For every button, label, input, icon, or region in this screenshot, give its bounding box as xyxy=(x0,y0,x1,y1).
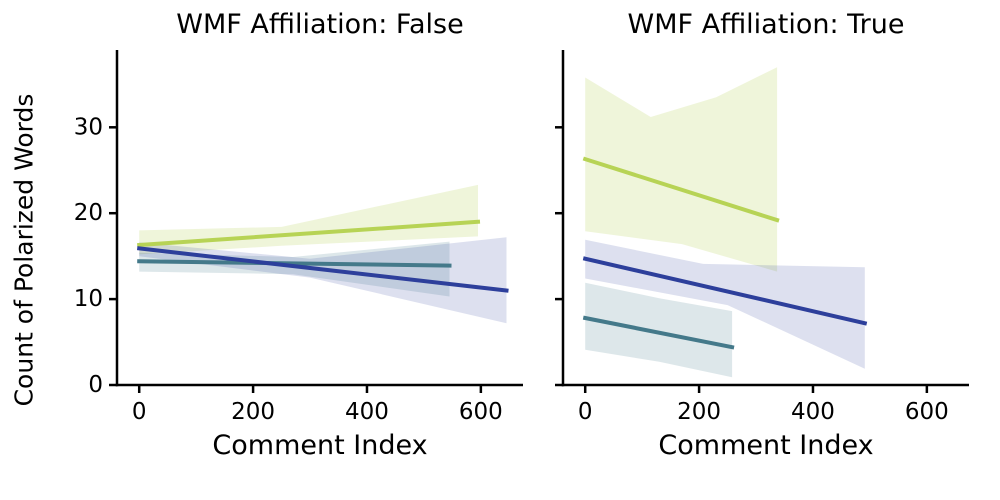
y-tick-label: 0 xyxy=(88,372,103,398)
x-axis-label-false: Comment Index xyxy=(212,430,428,461)
x-tick-label: 600 xyxy=(459,399,503,425)
green-series-regression-line xyxy=(137,219,481,248)
x-axis-label-true: Comment Index xyxy=(658,430,874,461)
y-tick-label: 10 xyxy=(74,286,103,312)
teal-series-regression-line xyxy=(137,259,452,268)
x-tick-label: 200 xyxy=(231,399,275,425)
x-tick-label: 400 xyxy=(791,399,835,425)
x-tick-label: 400 xyxy=(345,399,389,425)
blue-series-confidence-band xyxy=(585,239,865,369)
y-tick-label: 30 xyxy=(74,114,103,140)
green-series-regression-line xyxy=(582,156,780,223)
teal-series-confidence-band xyxy=(585,282,733,378)
blue-series-regression-line xyxy=(136,246,509,293)
x-tick-label: 200 xyxy=(677,399,721,425)
axes-wmf-true: 0 200 400 600 xyxy=(555,50,969,425)
green-series-confidence-band xyxy=(585,67,778,272)
green-series-confidence-band xyxy=(139,184,478,255)
blue-series-regression-line xyxy=(582,256,868,326)
x-tick-label: 0 xyxy=(132,399,147,425)
x-tick-label: 0 xyxy=(578,399,593,425)
blue-series-confidence-band xyxy=(139,237,507,324)
axes-wmf-false: 0 200 400 600 0 10 20 30 xyxy=(74,50,523,425)
x-tick-label: 600 xyxy=(905,399,949,425)
subplot-title-true: WMF Affiliation: True xyxy=(627,9,905,40)
subplot-title-false: WMF Affiliation: False xyxy=(176,9,464,40)
teal-series-regression-line xyxy=(582,315,735,350)
y-axis-label: Count of Polarized Words xyxy=(9,93,39,407)
y-tick-label: 20 xyxy=(74,200,103,226)
